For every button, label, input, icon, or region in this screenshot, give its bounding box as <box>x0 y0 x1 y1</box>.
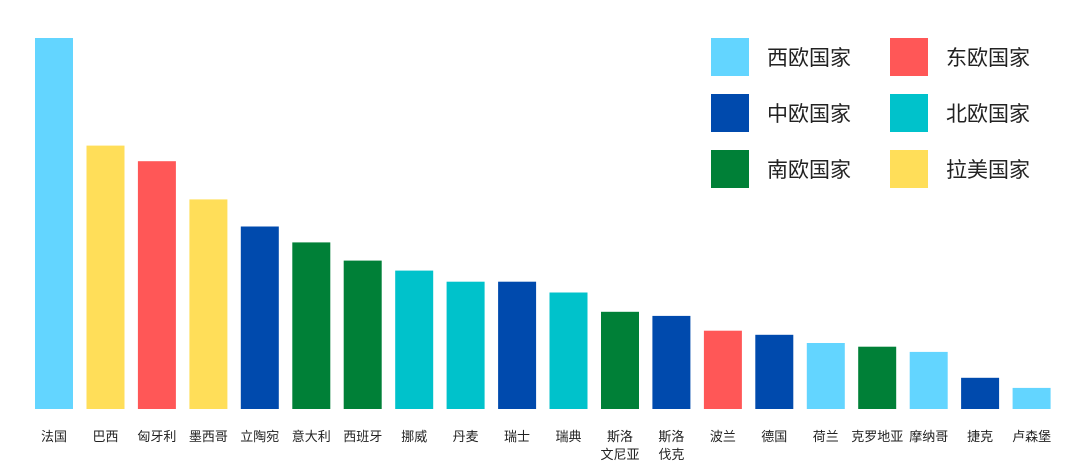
bar-11 <box>601 311 639 409</box>
bar-13 <box>703 330 742 409</box>
x-tick-label-14: 德国 <box>761 430 787 445</box>
x-tick-label-19: 卢森堡 <box>1012 429 1051 445</box>
bar-18 <box>961 377 1000 409</box>
bar-1 <box>86 145 125 409</box>
x-tick-label-4: 立陶宛 <box>240 429 279 445</box>
x-tick-label-5: 意大利 <box>292 429 331 445</box>
x-tick-label-0: 法国 <box>41 430 67 445</box>
x-tick-label-11: 斯洛文尼亚 <box>600 430 639 463</box>
bar-15 <box>806 343 845 409</box>
bar-16 <box>858 346 897 409</box>
bar-3 <box>189 199 228 409</box>
bar-2 <box>137 161 176 409</box>
bar-8 <box>446 281 485 409</box>
x-tick-label-1: 巴西 <box>92 430 118 445</box>
bar-6 <box>343 260 382 409</box>
bar-4 <box>240 226 279 409</box>
x-tick-label-10: 瑞典 <box>555 430 581 445</box>
x-tick-label-7: 挪威 <box>401 430 427 445</box>
bar-0 <box>35 38 73 409</box>
x-tick-label-6: 西班牙 <box>343 430 382 445</box>
x-tick-label-16: 克罗地亚 <box>851 430 903 445</box>
bar-10 <box>549 292 588 409</box>
bar-9 <box>498 281 537 409</box>
x-tick-label-13: 波兰 <box>710 430 736 445</box>
bar-7 <box>395 270 434 409</box>
x-tick-label-12: 斯洛伐克 <box>658 430 684 463</box>
bars <box>35 38 1051 409</box>
bar-5 <box>292 242 331 409</box>
x-tick-label-18: 捷克 <box>967 430 993 445</box>
x-tick-label-17: 摩纳哥 <box>909 429 948 445</box>
x-tick-label-9: 瑞士 <box>504 430 530 445</box>
bar-12 <box>652 315 691 409</box>
x-tick-label-2: 匈牙利 <box>137 430 176 445</box>
x-tick-label-15: 荷兰 <box>813 430 839 445</box>
bar-17 <box>909 351 948 409</box>
x-tick-label-8: 丹麦 <box>453 430 479 445</box>
bar-19 <box>1012 387 1051 409</box>
x-tick-label-3: 墨西哥 <box>189 430 228 445</box>
bar-14 <box>755 334 794 409</box>
